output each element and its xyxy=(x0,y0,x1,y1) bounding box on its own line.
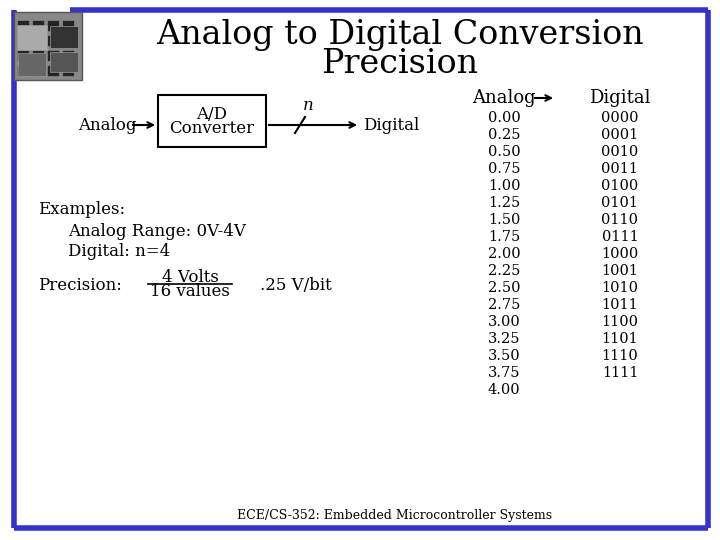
Bar xyxy=(48,21,59,31)
Bar xyxy=(63,21,74,31)
Text: 4.00: 4.00 xyxy=(487,383,521,397)
Bar xyxy=(48,36,59,46)
Text: Analog: Analog xyxy=(78,117,137,133)
Text: 0101: 0101 xyxy=(601,196,639,210)
Text: 0.00: 0.00 xyxy=(487,111,521,125)
Text: 1011: 1011 xyxy=(602,298,639,312)
Bar xyxy=(33,36,44,46)
Bar xyxy=(18,21,29,31)
Text: Digital: Digital xyxy=(363,117,419,133)
Text: 2.50: 2.50 xyxy=(487,281,521,295)
Text: 3.25: 3.25 xyxy=(487,332,521,346)
Text: 1.00: 1.00 xyxy=(487,179,521,193)
Bar xyxy=(18,66,29,76)
Text: 16 values: 16 values xyxy=(150,284,230,300)
Text: 1010: 1010 xyxy=(601,281,639,295)
Bar xyxy=(63,36,74,46)
Text: 1101: 1101 xyxy=(602,332,639,346)
Text: 1.75: 1.75 xyxy=(488,230,520,244)
Text: Converter: Converter xyxy=(169,120,255,137)
Text: 3.00: 3.00 xyxy=(487,315,521,329)
Text: 1000: 1000 xyxy=(601,247,639,261)
Text: 2.00: 2.00 xyxy=(487,247,521,261)
Text: Analog Range: 0V-4V: Analog Range: 0V-4V xyxy=(68,224,246,240)
Text: 0001: 0001 xyxy=(601,128,639,142)
Text: 0.75: 0.75 xyxy=(487,162,521,176)
Text: Digital: n=4: Digital: n=4 xyxy=(68,244,170,260)
Bar xyxy=(158,95,266,147)
Text: 0010: 0010 xyxy=(601,145,639,159)
Bar xyxy=(63,51,74,61)
Text: 1001: 1001 xyxy=(601,264,639,278)
Text: 0011: 0011 xyxy=(601,162,639,176)
Text: 2.75: 2.75 xyxy=(488,298,520,312)
Text: 0111: 0111 xyxy=(602,230,639,244)
Text: 1100: 1100 xyxy=(601,315,639,329)
Text: A/D: A/D xyxy=(197,106,228,123)
Bar xyxy=(48,51,59,61)
Text: 3.75: 3.75 xyxy=(487,366,521,380)
Bar xyxy=(17,25,47,50)
Bar xyxy=(18,36,29,46)
Bar xyxy=(50,52,78,72)
Text: 3.50: 3.50 xyxy=(487,349,521,363)
Bar xyxy=(50,26,78,48)
Text: 0100: 0100 xyxy=(601,179,639,193)
Text: Precision:: Precision: xyxy=(38,276,122,294)
Bar xyxy=(48,66,59,76)
Text: 0000: 0000 xyxy=(601,111,639,125)
Text: Analog to Digital Conversion: Analog to Digital Conversion xyxy=(156,19,644,51)
Text: .25 V/bit: .25 V/bit xyxy=(260,276,332,294)
Text: n: n xyxy=(303,97,314,114)
Text: 1.50: 1.50 xyxy=(488,213,520,227)
Text: 1111: 1111 xyxy=(602,366,638,380)
Text: 1110: 1110 xyxy=(602,349,639,363)
Text: ECE/CS-352: Embedded Microcontroller Systems: ECE/CS-352: Embedded Microcontroller Sys… xyxy=(238,510,552,523)
Text: 1.25: 1.25 xyxy=(488,196,520,210)
Text: Examples:: Examples: xyxy=(38,201,125,219)
Text: 0.50: 0.50 xyxy=(487,145,521,159)
Bar xyxy=(33,51,44,61)
Text: 4 Volts: 4 Volts xyxy=(161,268,218,286)
Text: 0110: 0110 xyxy=(601,213,639,227)
Text: 2.25: 2.25 xyxy=(488,264,520,278)
Text: 0.25: 0.25 xyxy=(487,128,521,142)
Bar xyxy=(33,21,44,31)
Bar xyxy=(33,66,44,76)
Text: Precision: Precision xyxy=(322,48,479,80)
Bar xyxy=(14,12,82,80)
Text: Analog: Analog xyxy=(472,89,536,107)
Bar xyxy=(63,66,74,76)
Text: Digital: Digital xyxy=(589,89,651,107)
Bar xyxy=(18,53,46,76)
Bar xyxy=(18,51,29,61)
